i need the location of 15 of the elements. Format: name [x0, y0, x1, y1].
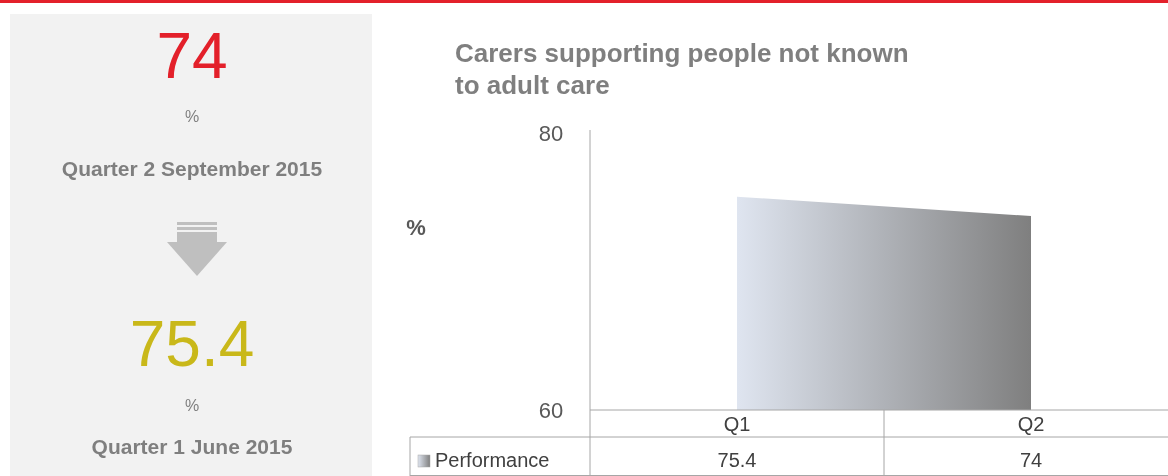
y-tick-label: 80 [538, 121, 564, 146]
text: Quarter 2 September 2015 [61, 157, 323, 180]
legend-label: Performance [435, 449, 550, 471]
text: 75.4 [129, 308, 255, 380]
chart-title: Carers supporting people not known to adult care [455, 38, 909, 100]
text: % [184, 108, 200, 125]
y-axis-title: % [406, 215, 426, 240]
x-tick-label: Q2 [1017, 413, 1045, 435]
data-label: 74 [1019, 449, 1043, 471]
text: 74 [156, 20, 228, 92]
x-tick-label: Q1 [723, 413, 751, 435]
text: % [184, 397, 200, 414]
text: Quarter 1 June 2015 [91, 435, 293, 458]
y-tick-label: 60 [538, 398, 564, 423]
data-label: 75.4 [717, 449, 757, 471]
